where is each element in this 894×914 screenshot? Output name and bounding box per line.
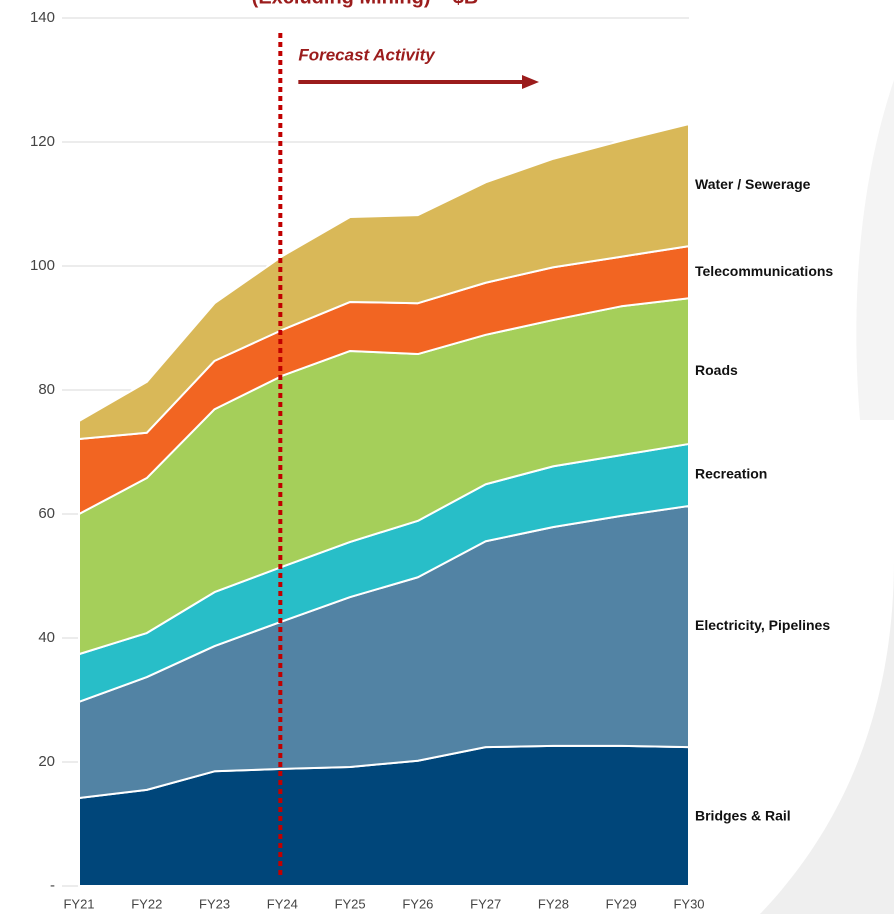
legend-label: Electricity, Pipelines bbox=[695, 617, 830, 633]
x-tick-label: FY26 bbox=[402, 896, 433, 911]
x-tick-label: FY21 bbox=[63, 896, 94, 911]
y-tick-label: 100 bbox=[30, 257, 55, 274]
x-tick-label: FY22 bbox=[131, 896, 162, 911]
y-tick-label: 60 bbox=[38, 505, 55, 522]
x-tick-label: FY23 bbox=[199, 896, 230, 911]
background-swoosh bbox=[760, 560, 894, 914]
annotation: Forecast Activity bbox=[298, 45, 436, 64]
y-tick-label: 40 bbox=[38, 629, 55, 646]
x-tick-label: FY24 bbox=[267, 896, 298, 911]
x-tick-label: FY29 bbox=[606, 896, 637, 911]
x-tick-label: FY30 bbox=[673, 896, 704, 911]
y-tick-label: 80 bbox=[38, 381, 55, 398]
legend-label: Telecommunications bbox=[695, 263, 833, 279]
x-tick-label: FY25 bbox=[335, 896, 366, 911]
chart-title: (Excluding Mining) – $B bbox=[252, 0, 479, 8]
x-tick-label: FY27 bbox=[470, 896, 501, 911]
legend-label: Recreation bbox=[695, 466, 767, 482]
y-tick-label: 20 bbox=[38, 753, 55, 770]
area bbox=[78, 123, 690, 440]
legend-label: Roads bbox=[695, 362, 738, 378]
y-tick-label: - bbox=[50, 877, 55, 894]
background-swoosh bbox=[856, 80, 894, 420]
annotation-arrowhead bbox=[522, 75, 539, 89]
legend-label: Water / Sewerage bbox=[695, 176, 811, 192]
x-tick-label: FY28 bbox=[538, 896, 569, 911]
legend-label: Bridges & Rail bbox=[695, 807, 791, 823]
y-tick-label: 140 bbox=[30, 9, 55, 26]
y-tick-label: 120 bbox=[30, 133, 55, 150]
